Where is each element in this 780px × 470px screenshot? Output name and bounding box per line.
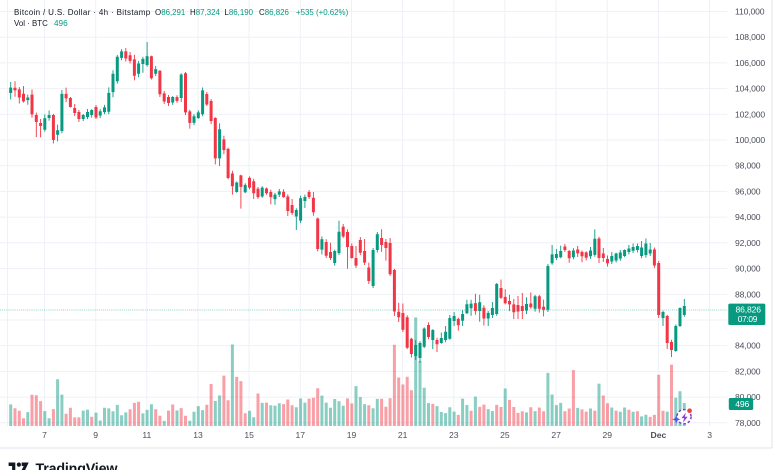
svg-text:O: O: [155, 8, 161, 17]
svg-text:80,000: 80,000: [735, 392, 761, 402]
svg-text:496: 496: [54, 19, 68, 28]
svg-text:7: 7: [42, 430, 47, 440]
svg-text:13: 13: [193, 430, 203, 440]
svg-text:9: 9: [93, 430, 98, 440]
svg-text:496: 496: [735, 399, 749, 409]
svg-text:L: L: [224, 8, 229, 17]
svg-text:19: 19: [347, 430, 357, 440]
svg-text:90,000: 90,000: [735, 264, 761, 274]
svg-text:86,190: 86,190: [229, 8, 254, 17]
svg-text:110,000: 110,000: [735, 6, 765, 16]
svg-text:Dec: Dec: [651, 430, 667, 440]
svg-text:78,000: 78,000: [735, 418, 761, 428]
svg-text:25: 25: [500, 430, 510, 440]
svg-text:86,826: 86,826: [265, 8, 290, 17]
svg-text:C: C: [259, 8, 265, 17]
svg-text:H: H: [190, 8, 196, 17]
svg-text:102,000: 102,000: [735, 109, 765, 119]
svg-text:100,000: 100,000: [735, 135, 765, 145]
svg-text:94,000: 94,000: [735, 212, 761, 222]
svg-text:104,000: 104,000: [735, 84, 765, 94]
svg-text:Vol · BTC: Vol · BTC: [14, 19, 48, 28]
svg-text:Bitcoin / U.S. Dollar · 4h · B: Bitcoin / U.S. Dollar · 4h · Bitstamp: [14, 8, 151, 17]
svg-text:07:09: 07:09: [738, 314, 758, 324]
svg-text:23: 23: [449, 430, 459, 440]
svg-text:92,000: 92,000: [735, 238, 761, 248]
svg-text:108,000: 108,000: [735, 32, 765, 42]
svg-text:87,324: 87,324: [196, 8, 221, 17]
svg-text:88,000: 88,000: [735, 289, 761, 299]
svg-text:21: 21: [398, 430, 408, 440]
svg-text:86,291: 86,291: [161, 8, 185, 17]
svg-text:86,826: 86,826: [736, 304, 762, 314]
svg-text:17: 17: [296, 430, 306, 440]
svg-text:15: 15: [244, 430, 254, 440]
svg-text:29: 29: [603, 430, 613, 440]
svg-text:96,000: 96,000: [735, 186, 761, 196]
svg-text:11: 11: [142, 430, 151, 440]
svg-text:3: 3: [707, 430, 712, 440]
svg-text:98,000: 98,000: [735, 161, 761, 171]
svg-text:82,000: 82,000: [735, 366, 761, 376]
svg-text:+535 (+0.62%): +535 (+0.62%): [296, 8, 349, 17]
svg-text:27: 27: [551, 430, 561, 440]
svg-text:84,000: 84,000: [735, 341, 761, 351]
svg-text:TradingView: TradingView: [36, 462, 119, 470]
svg-text:106,000: 106,000: [735, 58, 765, 68]
